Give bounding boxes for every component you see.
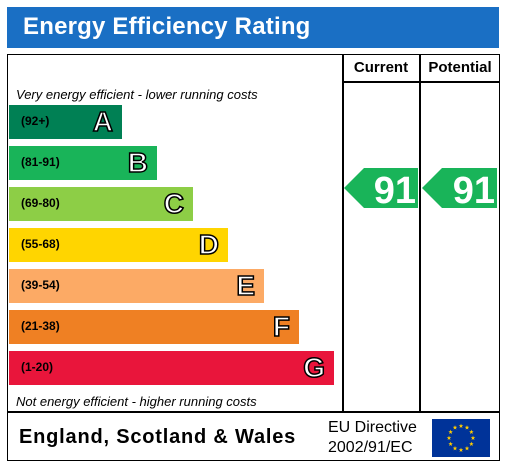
column-header-divider <box>342 81 500 83</box>
band-f: (21-38) F <box>9 310 299 344</box>
band-g: (1-20) G <box>9 351 334 385</box>
band-range-label: (92+) <box>21 114 50 128</box>
band-range-label: (81-91) <box>21 155 60 169</box>
current-rating-arrow: 91 <box>344 168 418 212</box>
page-title: Energy Efficiency Rating <box>23 13 311 40</box>
footer-directive-line1: EU Directive <box>328 419 417 436</box>
eu-flag-icon <box>432 419 490 457</box>
band-range-label: (39-54) <box>21 278 60 292</box>
current-column-divider <box>342 54 344 412</box>
band-e: (39-54) E <box>9 269 264 303</box>
rating-value: 91 <box>453 170 495 212</box>
band-letter-label: G <box>302 351 325 384</box>
band-c: (69-80) C <box>9 187 193 221</box>
eu-star-icon <box>448 441 453 446</box>
band-letter-label: F <box>272 310 291 343</box>
band-range-label: (21-38) <box>21 319 60 333</box>
band-b: (81-91) B <box>9 146 157 180</box>
band-letter-label: E <box>236 269 256 302</box>
eu-stars-icon <box>446 423 476 452</box>
eu-star-icon <box>469 441 474 446</box>
eu-star-icon <box>464 425 470 430</box>
eu-star-icon <box>446 435 452 440</box>
eu-star-icon <box>464 445 470 451</box>
potential-column-divider <box>419 54 421 412</box>
band-range-label: (1-20) <box>21 360 54 374</box>
band-letter-label: A <box>92 105 114 138</box>
eu-star-icon <box>458 423 464 428</box>
footer-divider <box>7 411 500 413</box>
top-note: Very energy efficient - lower running co… <box>16 87 258 102</box>
band-range-label: (55-68) <box>21 237 60 251</box>
rating-frame <box>7 54 500 461</box>
eu-star-icon <box>458 447 464 452</box>
eu-star-icon <box>448 429 453 434</box>
band-letter-label: D <box>198 228 220 261</box>
footer-directive-line2: 2002/91/EC <box>328 439 413 456</box>
eu-star-icon <box>452 425 458 430</box>
current-column-header: Current <box>353 59 409 76</box>
band-letter-label: B <box>127 146 149 179</box>
band-a: (92+) A <box>9 105 122 139</box>
header-bar: Energy Efficiency Rating <box>7 7 499 48</box>
band-letter-label: C <box>163 187 185 220</box>
band-range-label: (69-80) <box>21 196 60 210</box>
rating-arrow-shape <box>344 168 418 208</box>
bottom-note: Not energy efficient - higher running co… <box>16 394 257 409</box>
potential-column-header: Potential <box>428 59 492 76</box>
rating-arrow-shape <box>422 168 497 208</box>
rating-value: 91 <box>374 170 416 212</box>
eu-star-icon <box>469 429 474 434</box>
eu-star-icon <box>452 445 458 451</box>
potential-rating-arrow: 91 <box>422 168 497 212</box>
footer-country: England, Scotland & Wales <box>19 426 297 448</box>
band-d: (55-68) D <box>9 228 228 262</box>
eu-star-icon <box>470 435 476 440</box>
